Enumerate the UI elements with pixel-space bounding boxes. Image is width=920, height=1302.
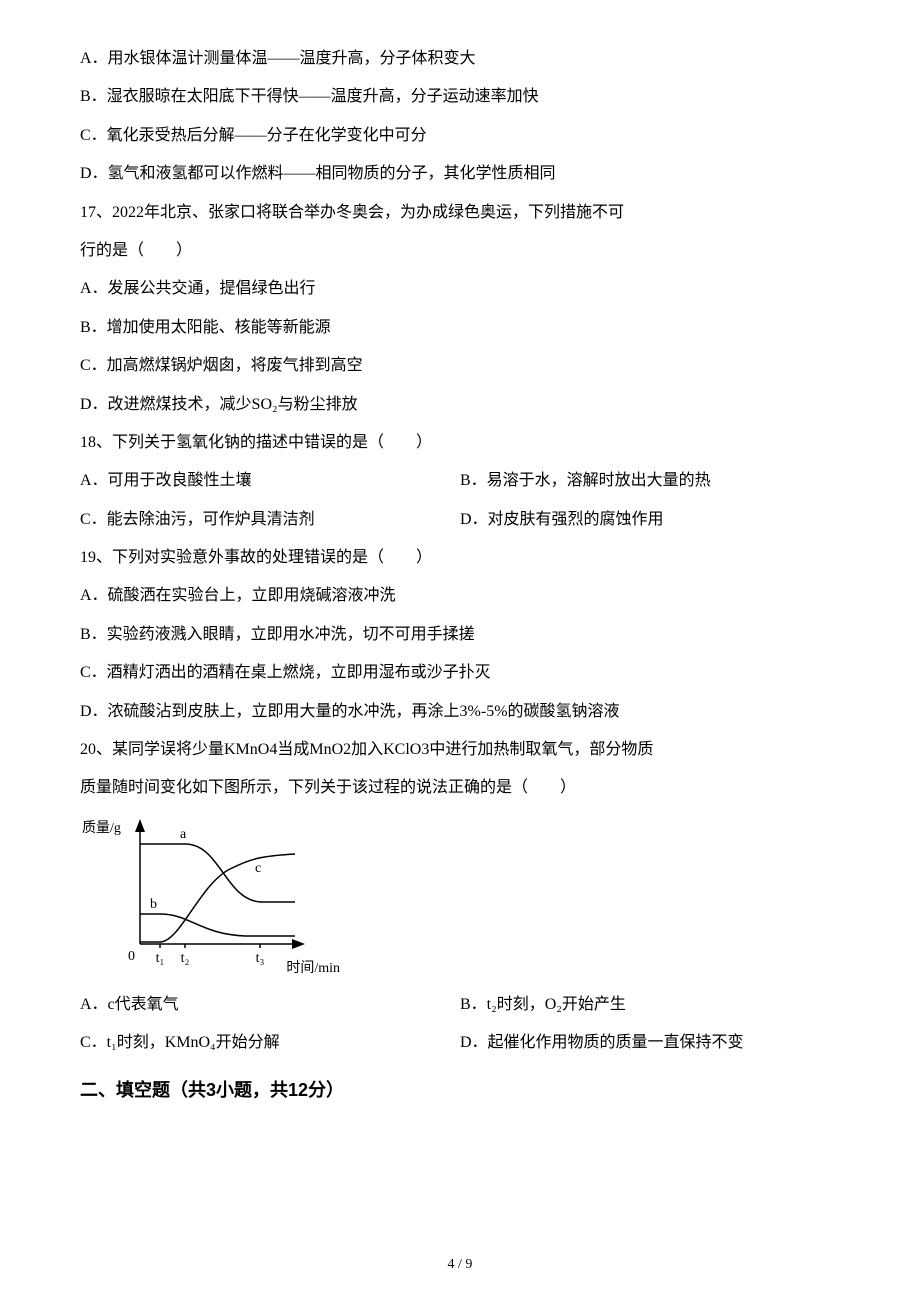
q18-stem: 18、下列关于氢氧化钠的描述中错误的是（ ） [80, 424, 840, 462]
chart-t2-label: t₂ [181, 951, 190, 966]
chart-y-arrow [135, 819, 145, 832]
page-footer: 4 / 9 [0, 1248, 920, 1282]
chart-x-axis-label: 时间/min [286, 952, 340, 986]
chart-b-label: b [150, 897, 157, 912]
q18-row-cd: C．能去除油污，可作炉具清洁剂 D．对皮肤有强烈的腐蚀作用 [80, 501, 840, 539]
chart-curve-c [140, 854, 295, 942]
q20-stem-2: 质量随时间变化如下图所示，下列关于该过程的说法正确的是（ ） [80, 769, 840, 807]
chart-curve-a [140, 844, 295, 902]
q18-opt-b: B．易溶于水，溶解时放出大量的热 [460, 462, 840, 500]
q16-opt-c: C．氧化汞受热后分解——分子在化学变化中可分 [80, 117, 840, 155]
q19-stem: 19、下列对实验意外事故的处理错误的是（ ） [80, 539, 840, 577]
chart-a-label: a [180, 827, 187, 842]
q20-row-cd: C．t₁时刻，KMnO₄开始分解 D．起催化作用物质的质量一直保持不变 [80, 1024, 840, 1062]
mass-time-chart: 质量/g 0 t₁ t₂ t₃ a b c 时间/min [80, 814, 340, 984]
chart-curve-b [140, 914, 295, 936]
q20-row-ab: A．c代表氧气 B．t₂时刻，O₂开始产生 [80, 986, 840, 1024]
chart-t3-label: t₃ [256, 951, 265, 966]
chart-t1-label: t₁ [156, 951, 165, 966]
q18-row-ab: A．可用于改良酸性土壤 B．易溶于水，溶解时放出大量的热 [80, 462, 840, 500]
q19-opt-a: A．硫酸洒在实验台上，立即用烧碱溶液冲洗 [80, 577, 840, 615]
q17-opt-a: A．发展公共交通，提倡绿色出行 [80, 270, 840, 308]
q18-opt-a: A．可用于改良酸性土壤 [80, 462, 460, 500]
chart-x-arrow [292, 939, 305, 949]
q20-opt-b: B．t₂时刻，O₂开始产生 [460, 986, 840, 1024]
chart-svg: 0 t₁ t₂ t₃ a b c [80, 814, 340, 974]
q17-opt-d: D．改进燃煤技术，减少SO₂与粉尘排放 [80, 386, 840, 424]
q16-opt-a: A．用水银体温计测量体温——温度升高，分子体积变大 [80, 40, 840, 78]
q20-opt-d: D．起催化作用物质的质量一直保持不变 [460, 1024, 840, 1062]
chart-origin-label: 0 [128, 949, 135, 964]
section-2-title: 二、填空题（共3小题，共12分） [80, 1069, 840, 1112]
q16-opt-d: D．氢气和液氢都可以作燃料——相同物质的分子，其化学性质相同 [80, 155, 840, 193]
q16-opt-b: B．湿衣服晾在太阳底下干得快——温度升高，分子运动速率加快 [80, 78, 840, 116]
q17-opt-b: B．增加使用太阳能、核能等新能源 [80, 309, 840, 347]
q18-opt-c: C．能去除油污，可作炉具清洁剂 [80, 501, 460, 539]
q19-opt-d: D．浓硫酸沾到皮肤上，立即用大量的水冲洗，再涂上3%-5%的碳酸氢钠溶液 [80, 693, 840, 731]
q18-opt-d: D．对皮肤有强烈的腐蚀作用 [460, 501, 840, 539]
q19-opt-b: B．实验药液溅入眼睛，立即用水冲洗，切不可用手揉搓 [80, 616, 840, 654]
q17-stem-1: 17、2022年北京、张家口将联合举办冬奥会，为办成绿色奥运，下列措施不可 [80, 194, 840, 232]
q17-stem-2: 行的是（ ） [80, 232, 840, 270]
q19-opt-c: C．酒精灯洒出的酒精在桌上燃烧，立即用湿布或沙子扑灭 [80, 654, 840, 692]
q17-opt-c: C．加高燃煤锅炉烟囱，将废气排到高空 [80, 347, 840, 385]
q20-opt-a: A．c代表氧气 [80, 986, 460, 1024]
chart-c-label: c [255, 861, 261, 876]
q20-opt-c: C．t₁时刻，KMnO₄开始分解 [80, 1024, 460, 1062]
q20-stem-1: 20、某同学误将少量KMnO4当成MnO2加入KClO3中进行加热制取氧气，部分… [80, 731, 840, 769]
